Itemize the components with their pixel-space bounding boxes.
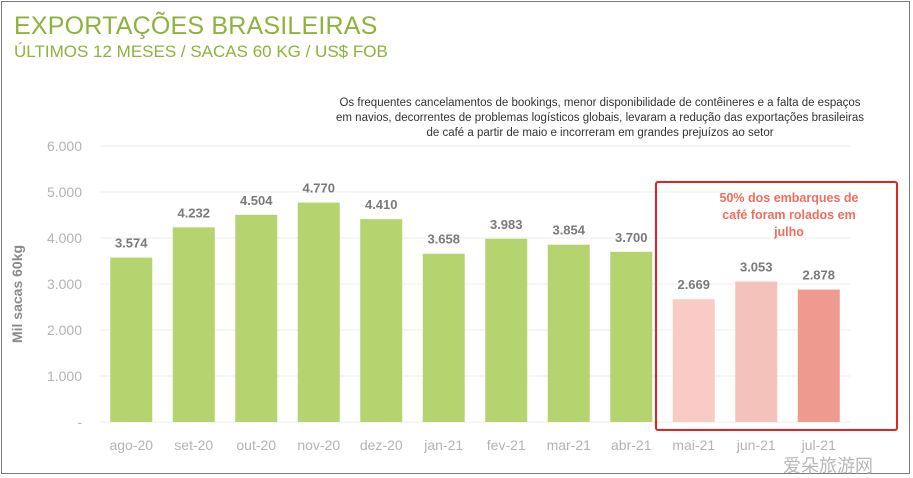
chart-subtitle: ÚLTIMOS 12 MESES / SACAS 60 KG / US$ FOB (14, 42, 388, 61)
x-tick-label: jul-21 (801, 437, 836, 453)
chart-title: EXPORTAÇÕES BRASILEIRAS (14, 12, 378, 40)
x-tick-label: dez-20 (360, 437, 403, 453)
x-tick-label: mai-21 (672, 437, 715, 453)
annotation-callout: 50% dos embarques de café foram rolados … (719, 191, 859, 239)
watermark: 爱朵旅游网 (783, 456, 873, 476)
y-tick-label: 4.000 (47, 230, 82, 246)
x-tick-label: abr-21 (611, 437, 652, 453)
bar (735, 281, 778, 422)
y-tick-label: - (77, 414, 82, 430)
highlight-box (655, 181, 898, 431)
x-tick-label: fev-21 (487, 437, 526, 453)
data-label: 2.669 (677, 277, 710, 292)
bar (547, 244, 590, 422)
x-tick-label: jan-21 (423, 437, 463, 453)
y-tick-label: 2.000 (47, 322, 82, 338)
bar (297, 202, 340, 422)
bar (422, 253, 465, 422)
bar (235, 214, 278, 422)
x-tick-label: set-20 (174, 437, 213, 453)
data-label: 3.854 (552, 223, 585, 238)
data-label: 4.410 (365, 197, 398, 212)
data-label: 4.504 (240, 193, 273, 208)
y-tick-label: 6.000 (47, 138, 82, 154)
bar (485, 238, 528, 422)
data-label: 4.770 (302, 181, 335, 196)
data-label: 2.878 (802, 268, 835, 283)
x-tick-label: mar-21 (547, 437, 592, 453)
y-tick-label: 5.000 (47, 184, 82, 200)
data-label: 3.658 (427, 232, 460, 247)
bar (172, 227, 215, 422)
data-label: 3.053 (740, 260, 773, 275)
x-tick-label: nov-20 (297, 437, 340, 453)
x-tick-label: out-20 (236, 437, 276, 453)
bar (110, 257, 153, 422)
x-tick-label: jun-21 (736, 437, 776, 453)
bar (360, 219, 403, 422)
bar (610, 251, 653, 422)
y-tick-label: 1.000 (47, 368, 82, 384)
annotation-note: Os frequentes cancelamentos de bookings,… (336, 97, 864, 139)
data-label: 4.232 (177, 205, 210, 220)
y-tick-label: 3.000 (47, 276, 82, 292)
data-label: 3.983 (490, 217, 523, 232)
data-label: 3.574 (115, 236, 148, 251)
data-label: 3.700 (615, 230, 648, 245)
bar (672, 299, 715, 422)
bar (797, 289, 840, 422)
x-tick-label: ago-20 (109, 437, 153, 453)
y-axis-title: Mil sacas 60kg (9, 245, 25, 343)
